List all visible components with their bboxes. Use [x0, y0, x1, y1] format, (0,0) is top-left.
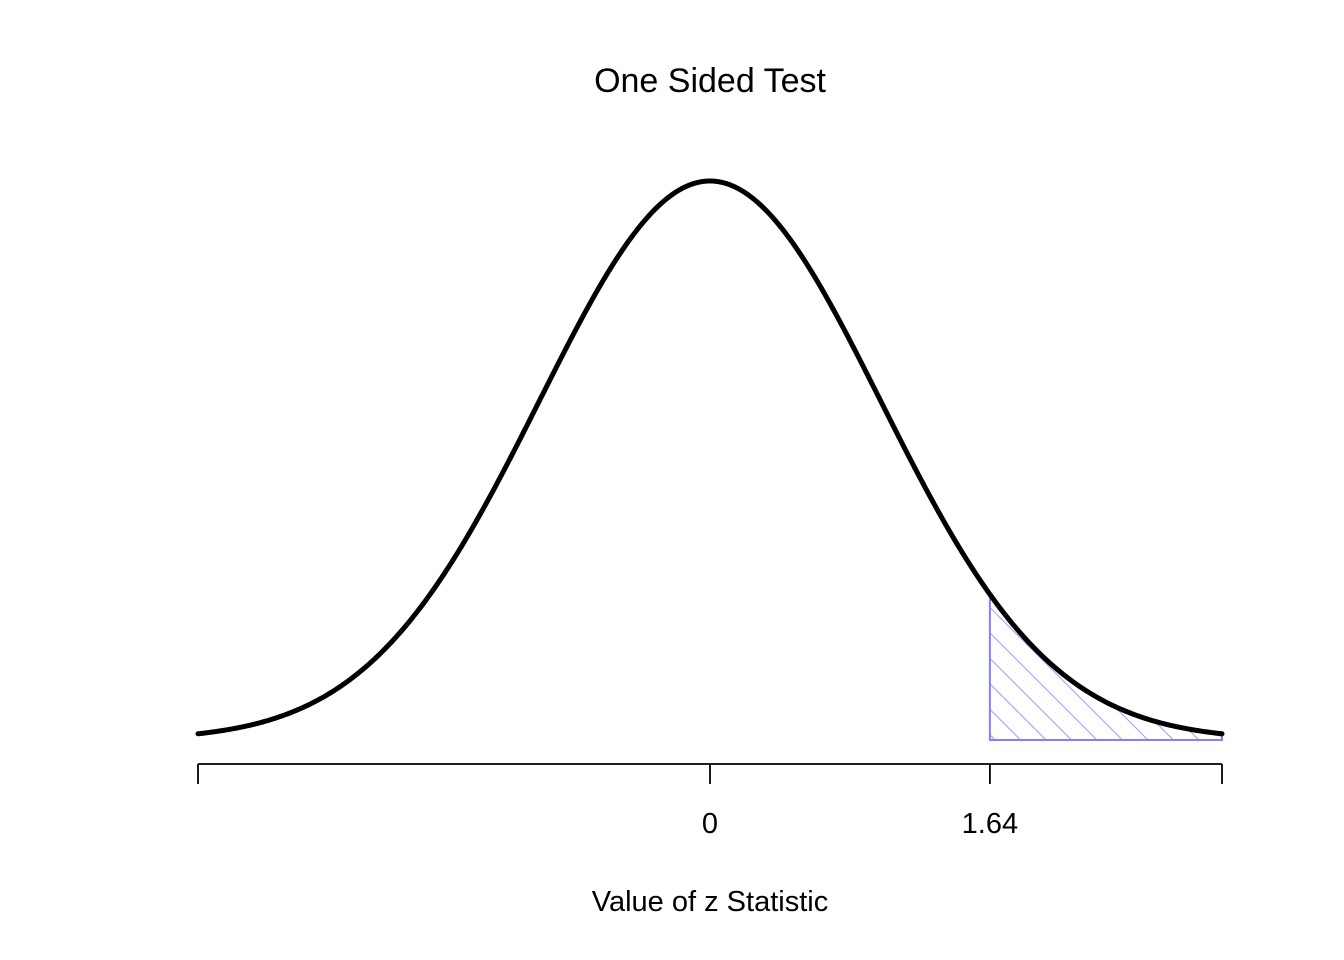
x-tick-label: 0: [702, 808, 718, 840]
chart-title: One Sided Test: [594, 62, 826, 100]
x-tick-label: 1.64: [962, 808, 1018, 840]
shaded-rejection-region: [988, 591, 1223, 741]
density-curve-group: [195, 178, 1225, 737]
shaded-tail-area: [988, 591, 1223, 741]
density-curve: [195, 178, 1225, 737]
x-axis-label: Value of z Statistic: [592, 886, 828, 918]
x-axis: 0 1.64: [197, 763, 1223, 840]
